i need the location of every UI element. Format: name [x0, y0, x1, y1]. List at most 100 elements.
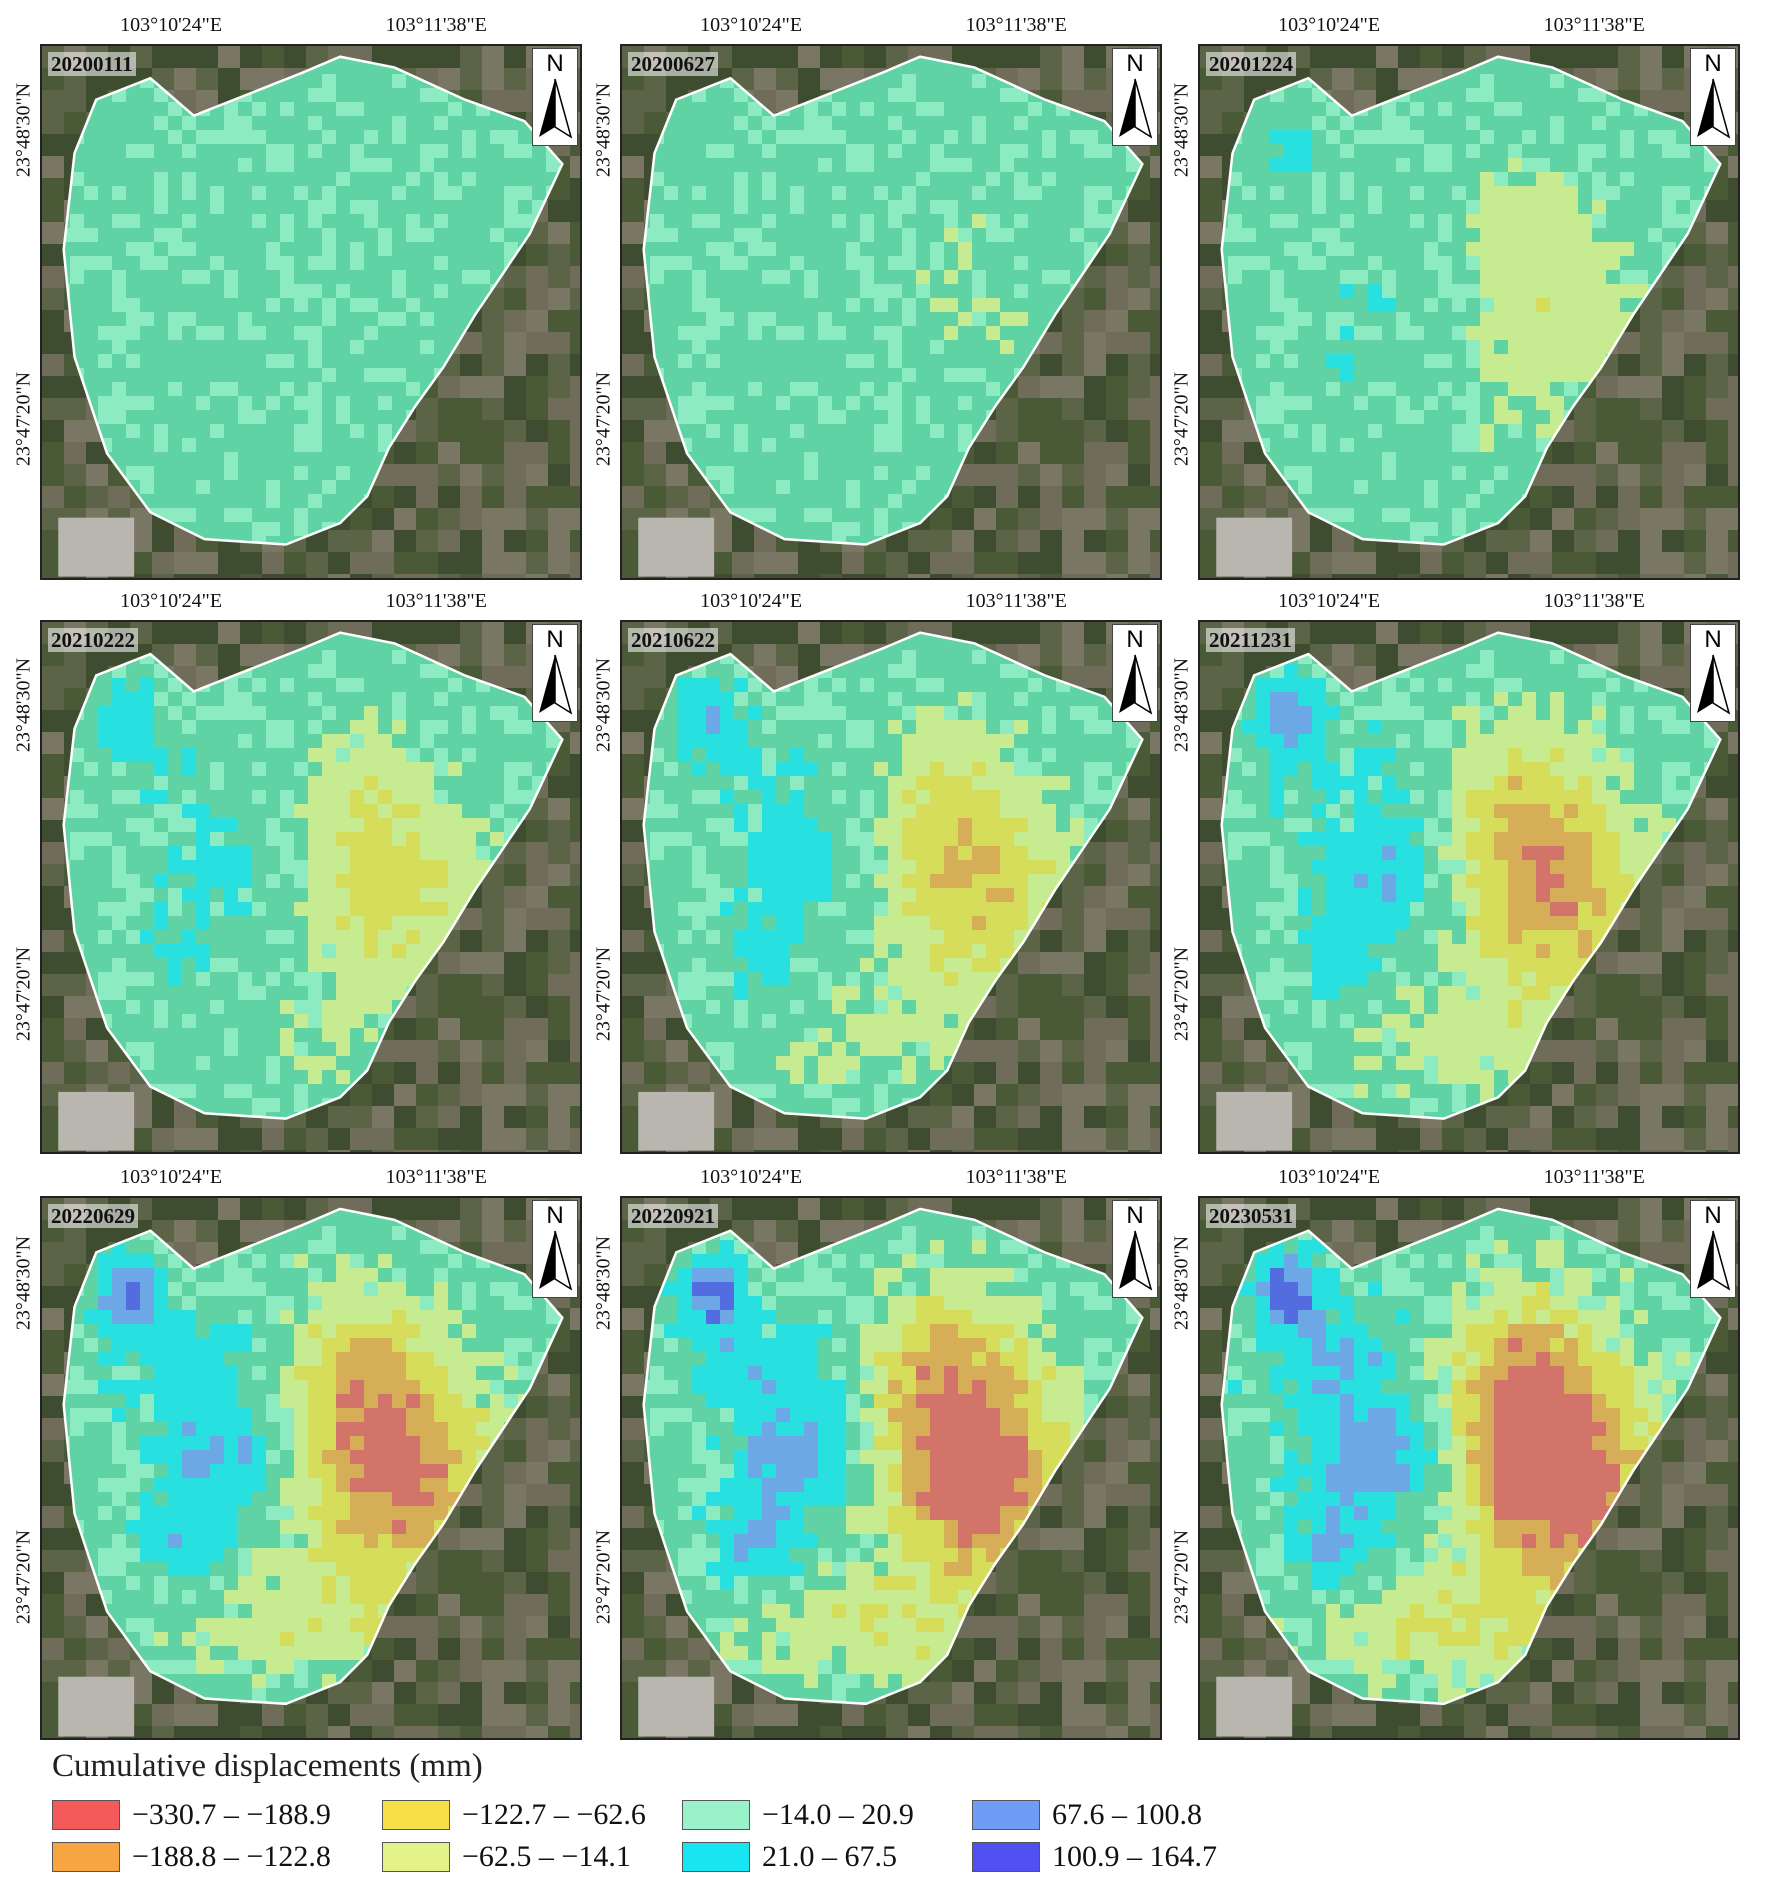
north-arrow-label: N	[1126, 1202, 1144, 1229]
north-arrow-icon: N	[1112, 1200, 1158, 1298]
longitude-label: 103°10'24"E	[120, 14, 223, 36]
legend-item: 67.6 – 100.8	[972, 1798, 1202, 1832]
latitude-label: 23°47'20"N	[1170, 946, 1193, 1041]
pit-boundary	[62, 631, 564, 1120]
longitude-label: 103°10'24"E	[1278, 14, 1381, 36]
latitude-label: 23°48'30"N	[1170, 1235, 1193, 1331]
longitude-label: 103°11'38"E	[1543, 1166, 1645, 1188]
north-arrow-icon: N	[1112, 48, 1158, 146]
map-frame: 20200627 N	[620, 44, 1162, 580]
displacement-map	[622, 46, 1160, 578]
legend-swatch	[972, 1800, 1040, 1830]
latitude-label: 23°48'30"N	[592, 658, 615, 753]
map-frame: 20210622 N	[620, 620, 1162, 1154]
longitude-label: 103°10'24"E	[120, 1166, 223, 1188]
latitude-label: 23°47'20"N	[1170, 372, 1193, 467]
north-arrow-icon: N	[532, 624, 578, 722]
legend-item: −122.7 – −62.6	[382, 1798, 646, 1832]
longitude-label: 103°11'38"E	[965, 14, 1067, 36]
map-frame: 20210222 N	[40, 620, 582, 1154]
legend-item: −62.5 – −14.1	[382, 1840, 631, 1874]
longitude-label: 103°10'24"E	[700, 590, 803, 612]
displacement-map	[42, 1198, 580, 1738]
map-frame: 20220629 N	[40, 1196, 582, 1740]
longitude-label: 103°10'24"E	[1278, 590, 1381, 612]
panel-date-label: 20220921	[628, 1204, 718, 1228]
map-frame: 20200111 N	[40, 44, 582, 580]
north-arrow-label: N	[1704, 1202, 1722, 1229]
north-arrow-label: N	[546, 626, 564, 653]
latitude-label: 23°48'30"N	[592, 82, 615, 177]
pit-boundary	[642, 55, 1144, 546]
north-arrow-icon: N	[1112, 624, 1158, 722]
latitude-label: 23°47'20"N	[592, 372, 615, 467]
longitude-label: 103°11'38"E	[385, 14, 487, 36]
pit-boundary	[62, 1207, 564, 1706]
panel-date-label: 20200111	[48, 52, 136, 76]
displacement-map	[622, 622, 1160, 1152]
latitude-label: 23°47'20"N	[592, 1529, 615, 1624]
legend-label: −330.7 – −188.9	[132, 1798, 331, 1831]
legend-swatch	[382, 1842, 450, 1872]
longitude-label: 103°11'38"E	[385, 590, 487, 612]
pit-boundary	[642, 631, 1144, 1120]
longitude-label: 103°10'24"E	[120, 590, 223, 612]
latitude-label: 23°48'30"N	[12, 1235, 35, 1331]
map-frame: 20220921 N	[620, 1196, 1162, 1740]
longitude-label: 103°11'38"E	[1543, 14, 1645, 36]
legend-item: −330.7 – −188.9	[52, 1798, 331, 1832]
legend-label: −62.5 – −14.1	[462, 1840, 631, 1873]
displacement-map	[1200, 46, 1738, 578]
displacement-map	[42, 622, 580, 1152]
displacement-map	[42, 46, 580, 578]
legend-swatch	[52, 1842, 120, 1872]
pit-boundary	[1220, 55, 1722, 546]
legend-label: −188.8 – −122.8	[132, 1840, 331, 1873]
panel-date-label: 20200627	[628, 52, 718, 76]
north-arrow-label: N	[1704, 626, 1722, 653]
longitude-label: 103°10'24"E	[700, 14, 803, 36]
legend-swatch	[382, 1800, 450, 1830]
panel-date-label: 20211231	[1206, 628, 1295, 652]
north-arrow-icon: N	[1690, 1200, 1736, 1298]
north-arrow-label: N	[1126, 50, 1144, 77]
pit-boundary	[1220, 1207, 1722, 1706]
longitude-label: 103°11'38"E	[1543, 590, 1645, 612]
latitude-label: 23°47'20"N	[592, 946, 615, 1041]
legend-swatch	[972, 1842, 1040, 1872]
legend-swatch	[682, 1842, 750, 1872]
north-arrow-label: N	[546, 1202, 564, 1229]
map-frame: 20230531 N	[1198, 1196, 1740, 1740]
latitude-label: 23°48'30"N	[1170, 82, 1193, 177]
displacement-map	[622, 1198, 1160, 1738]
panel-date-label: 20210622	[628, 628, 718, 652]
legend-label: 100.9 – 164.7	[1052, 1840, 1217, 1873]
latitude-label: 23°48'30"N	[592, 1235, 615, 1331]
legend-label: −14.0 – 20.9	[762, 1798, 914, 1831]
latitude-label: 23°48'30"N	[12, 658, 35, 753]
legend-item: 100.9 – 164.7	[972, 1840, 1217, 1874]
north-arrow-icon: N	[532, 1200, 578, 1298]
longitude-label: 103°11'38"E	[385, 1166, 487, 1188]
north-arrow-icon: N	[1690, 48, 1736, 146]
legend-swatch	[682, 1800, 750, 1830]
displacement-map	[1200, 622, 1738, 1152]
longitude-label: 103°11'38"E	[965, 590, 1067, 612]
map-frame: 20211231 N	[1198, 620, 1740, 1154]
north-arrow-label: N	[1126, 626, 1144, 653]
legend-title: Cumulative displacements (mm)	[52, 1748, 483, 1784]
legend-item: −14.0 – 20.9	[682, 1798, 914, 1832]
longitude-label: 103°11'38"E	[965, 1166, 1067, 1188]
panel-date-label: 20230531	[1206, 1204, 1296, 1228]
longitude-label: 103°10'24"E	[700, 1166, 803, 1188]
latitude-label: 23°48'30"N	[12, 82, 35, 177]
legend-label: 21.0 – 67.5	[762, 1840, 897, 1873]
legend-item: 21.0 – 67.5	[682, 1840, 897, 1874]
latitude-label: 23°47'20"N	[12, 372, 35, 467]
map-frame: 20201224 N	[1198, 44, 1740, 580]
longitude-label: 103°10'24"E	[1278, 1166, 1381, 1188]
panel-date-label: 20210222	[48, 628, 138, 652]
north-arrow-label: N	[546, 50, 564, 77]
legend-label: 67.6 – 100.8	[1052, 1798, 1202, 1831]
latitude-label: 23°47'20"N	[12, 1529, 35, 1624]
